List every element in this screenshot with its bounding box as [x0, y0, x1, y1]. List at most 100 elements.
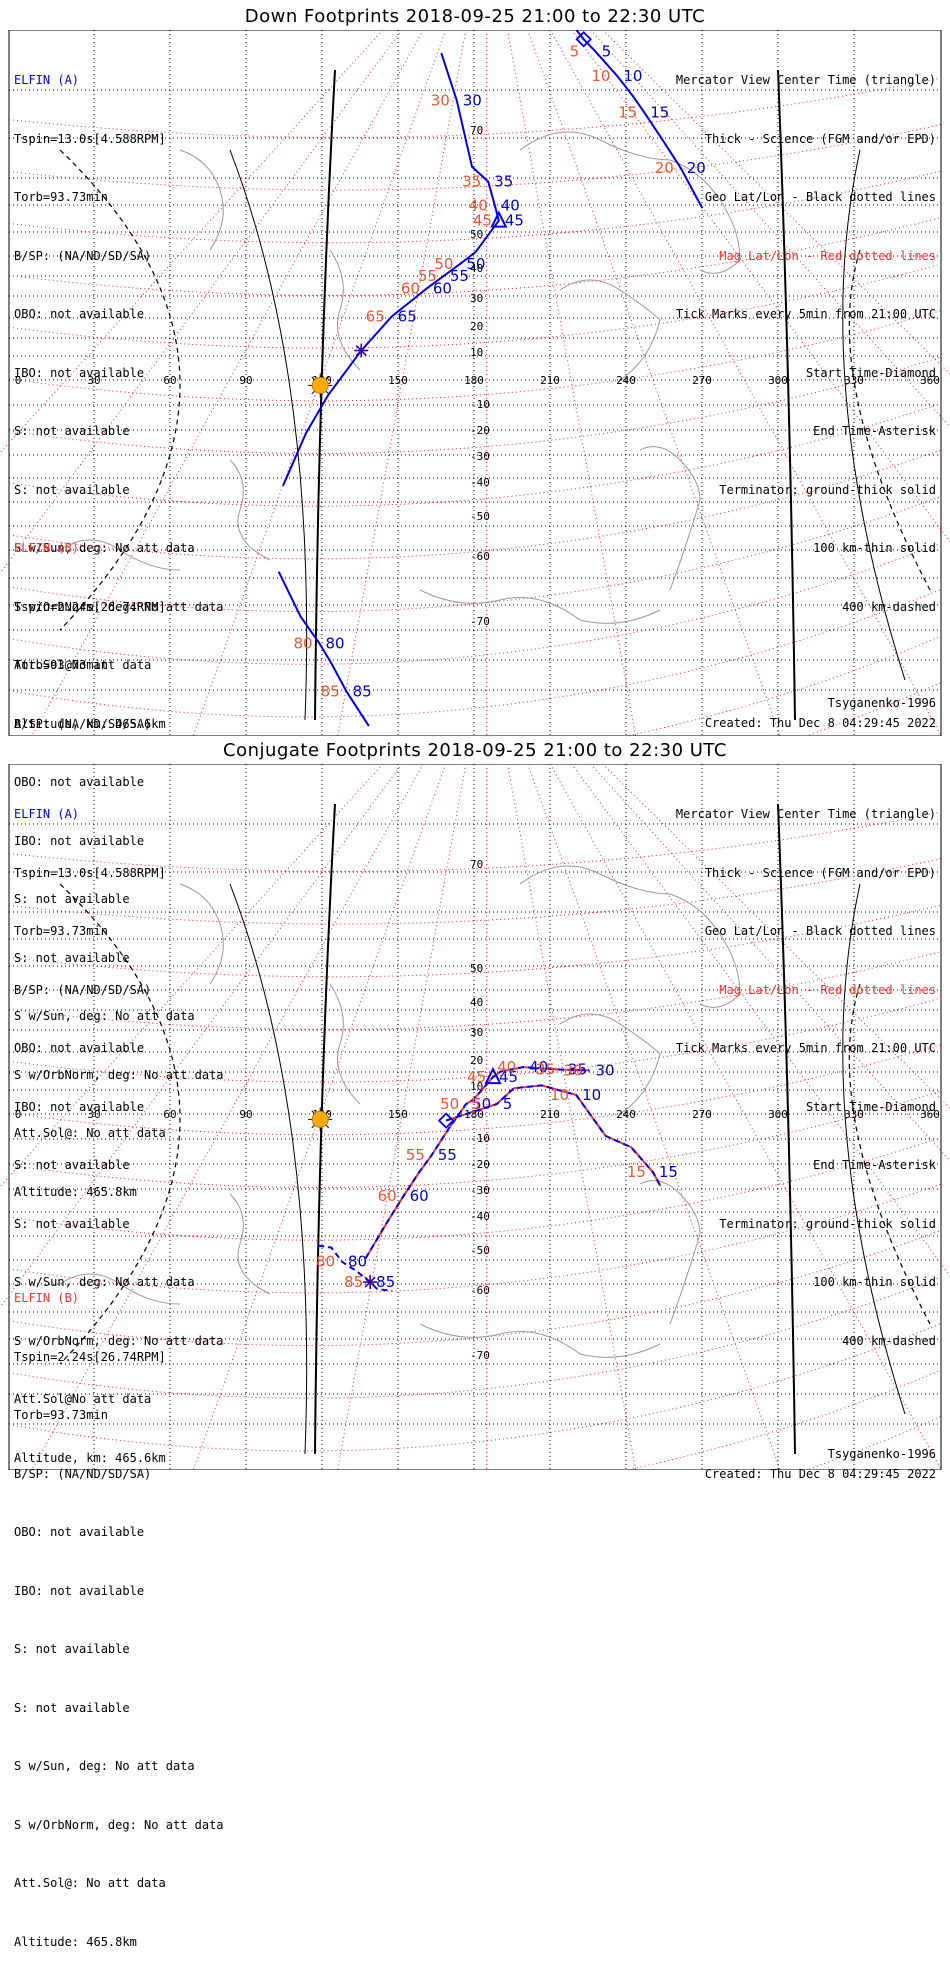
- info-elfin-b-down: ELFIN (B) Tspin=2.24s[26.74RPM] Torb=93.…: [14, 500, 224, 1222]
- map-group: 0306090120150180210240270300330360705040…: [0, 764, 950, 1470]
- tick-label-red: 30: [564, 1061, 583, 1079]
- tick-label-red: 45: [467, 1068, 486, 1086]
- legend-line: 100 km-thin solid: [813, 1275, 936, 1289]
- coastline: [559, 1013, 661, 1115]
- mag-lat-line: [8, 217, 942, 296]
- legend-line: 100 km-thin solid: [813, 541, 936, 555]
- lon-label: 270: [692, 374, 712, 387]
- info-line: Altitude: 465.8km: [14, 1934, 137, 1949]
- lat-label: 10: [470, 1080, 483, 1093]
- altitude-400km-line: [59, 883, 181, 1365]
- lon-label: 330: [844, 1108, 864, 1121]
- tick-label-red: 60: [378, 1187, 397, 1205]
- lat-label: -40: [470, 1210, 490, 1223]
- info-line: S w/Sun, deg: No att data: [14, 1009, 195, 1023]
- legend-line: Start Time-Diamond: [805, 365, 936, 380]
- lat-label: 30: [470, 292, 483, 305]
- tick-label-blue: 15: [659, 1163, 678, 1181]
- track-c: [445, 1084, 662, 1187]
- tick-label-blue: 35: [568, 1061, 587, 1079]
- tick-label-blue: 85: [353, 683, 372, 701]
- tick-label-blue: 5: [503, 1095, 513, 1113]
- tick-label-red: 65: [366, 308, 385, 326]
- altitude-100km-line: [229, 883, 308, 1455]
- lat-label: 70: [470, 858, 483, 871]
- tick-label-red: 15: [618, 103, 637, 121]
- legend-down: Mercator View Center Time (triangle) Thi…: [676, 32, 936, 637]
- lon-label: 150: [388, 374, 408, 387]
- terminator-line-east: [777, 69, 796, 721]
- info-line: S: not available: [14, 892, 130, 906]
- tick-label-blue: 30: [596, 1061, 615, 1079]
- mag-lon-line: [602, 764, 950, 1109]
- lon-label: 0: [15, 374, 22, 387]
- coastline: [329, 983, 361, 1105]
- tick-label-red: 80: [293, 635, 312, 653]
- lon-label: 360: [920, 1108, 940, 1121]
- panel-title-down: Down Footprints 2018-09-25 21:00 to 22:3…: [244, 6, 706, 27]
- tick-label-red: 40: [497, 1058, 516, 1076]
- legend-line: Mercator View Center Time (triangle): [675, 807, 936, 821]
- tick-label-blue: 40: [529, 1058, 548, 1076]
- mag-lat-line: [8, 951, 942, 1030]
- lat-label: -50: [470, 1244, 490, 1257]
- lat-label: -20: [470, 424, 490, 437]
- mag-lat-line: [8, 858, 942, 925]
- tick-label-blue: 20: [687, 159, 706, 177]
- info-line: Tspin=13.0s[4.588RPM]: [14, 131, 166, 146]
- info-line: S w/Sun, deg: No att data: [14, 541, 195, 555]
- coastline: [59, 539, 181, 571]
- info-elfin-a-down: ELFIN (A) Tspin=13.0s[4.588RPM] Torb=93.…: [14, 32, 224, 754]
- info-line: S: not available: [14, 1158, 130, 1172]
- tick-label-blue: 80: [325, 635, 344, 653]
- lon-label: 300: [768, 374, 788, 387]
- mag-lat-line: [8, 124, 942, 191]
- tick-label-blue: 65: [398, 308, 417, 326]
- panel-title-conjugate: Conjugate Footprints 2018-09-25 21:00 to…: [223, 740, 727, 761]
- lon-label: 0: [15, 1108, 22, 1121]
- lon-label: 60: [163, 374, 176, 387]
- info-line: OBO: not available: [14, 1525, 145, 1539]
- lat-label: -60: [470, 550, 490, 563]
- coastline: [59, 1273, 181, 1305]
- tick-label-red: 85: [321, 683, 340, 701]
- mag-lat-line: [8, 1044, 942, 1136]
- info-line: B/SP: (NA/ND/SD/SA): [14, 248, 152, 263]
- center-time-triangle-icon: [490, 210, 508, 228]
- info-line: S w/OrbNorm, deg: No att data: [14, 1067, 224, 1082]
- coastline: [519, 131, 741, 274]
- info-line: IBO: not available: [14, 1583, 145, 1598]
- terminator-line-east: [777, 803, 796, 1455]
- mag-lat-line: [8, 263, 942, 349]
- info-line: Torb=93.73min: [14, 1408, 108, 1422]
- coastline: [329, 249, 361, 371]
- tick-label-red: 45: [473, 212, 492, 230]
- info-heading: ELFIN (A): [14, 73, 80, 87]
- coastline: [639, 446, 701, 591]
- lon-label: 270: [692, 1108, 712, 1121]
- track-b: [318, 1244, 393, 1292]
- lon-label: 30: [87, 374, 100, 387]
- info-line: Att.Sol@: No att data: [14, 1876, 166, 1890]
- end-time-asterisk-icon: [363, 1275, 378, 1290]
- coastline: [519, 865, 741, 1008]
- info-line: IBO: not available: [14, 1099, 145, 1114]
- legend-line: Tick Marks every 5min from 21:00 UTC: [675, 307, 936, 321]
- legend-line: Start Time-Diamond: [805, 1099, 936, 1114]
- lon-label: 30: [87, 1108, 100, 1121]
- tick-label-blue: 85: [376, 1273, 395, 1291]
- legend-line: Mercator View Center Time (triangle): [675, 73, 936, 87]
- tick-label-blue: 60: [410, 1187, 429, 1205]
- altitude-400km-line-east: [848, 983, 931, 1325]
- lat-label: -70: [470, 1349, 490, 1362]
- info-line: Torb=93.73min: [14, 190, 108, 204]
- sun-icon: [308, 373, 333, 398]
- footer-created-conjugate: Created: Thu Dec 8 04:29:45 2022: [704, 1467, 936, 1481]
- info-line: S w/OrbNorm, deg: No att data: [14, 1333, 224, 1348]
- mag-lat-line: [8, 542, 942, 665]
- lat-label: -50: [470, 510, 490, 523]
- info-line: S w/Sun, deg: No att data: [14, 1275, 195, 1289]
- mag-lon-line: [527, 764, 781, 1470]
- info-line: S w/Sun, deg: No att data: [14, 1759, 195, 1773]
- tick-label-blue: 80: [348, 1253, 367, 1271]
